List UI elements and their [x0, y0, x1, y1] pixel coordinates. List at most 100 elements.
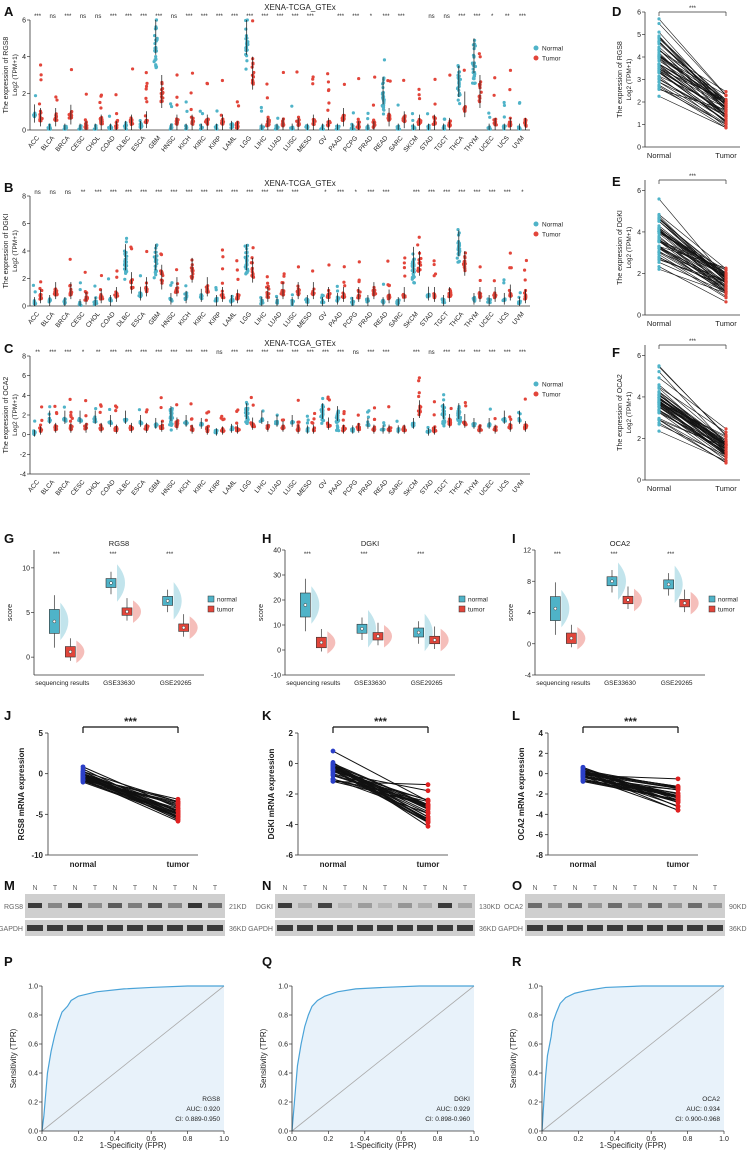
y-tick-label: 5 — [26, 610, 30, 617]
tumor-dot — [99, 404, 103, 408]
normal-violin — [60, 602, 69, 641]
cancer-label: UVM — [511, 311, 526, 327]
normal-dot — [457, 260, 461, 264]
tumor-dot — [432, 262, 436, 267]
normal-dot — [152, 276, 156, 280]
pair-line — [658, 233, 727, 288]
sig-label: *** — [216, 14, 224, 20]
cancer-label: THYM — [463, 311, 480, 330]
paired-xlabel-normal: Normal — [647, 319, 672, 328]
blot-size-label: 130KD — [479, 904, 500, 911]
tumor-dot — [84, 92, 88, 96]
panel-label-r: R — [512, 954, 522, 969]
tumor-dot — [449, 406, 453, 411]
legend-normal-marker — [533, 381, 539, 387]
gapdh-band — [567, 925, 583, 931]
sig-label: *** — [292, 14, 300, 20]
normal-dot — [153, 58, 157, 62]
pair-line — [658, 254, 727, 297]
pair-line — [82, 766, 179, 809]
normal-dot — [48, 405, 52, 409]
pair-line — [658, 227, 727, 281]
normal-dot — [320, 418, 324, 422]
tumor-dot — [313, 411, 317, 416]
normal-point — [80, 774, 86, 780]
tumor-dot — [417, 119, 421, 123]
lane-label: T — [173, 885, 178, 892]
normal-dot — [321, 300, 325, 305]
normal-dot — [93, 284, 97, 288]
y-tick-label: 0.4 — [28, 1071, 38, 1078]
roc-curve — [291, 985, 474, 1132]
normal-dot — [472, 81, 477, 85]
tumor-dot — [250, 266, 254, 270]
sig-label: *** — [504, 190, 512, 196]
tumor-dot — [419, 256, 423, 261]
cancer-label: MESO — [296, 311, 314, 330]
normal-point — [657, 74, 661, 78]
normal-dot — [472, 73, 476, 77]
pair-line — [658, 365, 727, 437]
pair-line — [332, 774, 429, 806]
cancer-label: OV — [318, 134, 330, 146]
y-tick-label: 2 — [637, 436, 641, 443]
pair-line — [658, 397, 727, 450]
x-tick-label: 0.6 — [396, 1136, 406, 1143]
normal-point — [657, 364, 661, 368]
tumor-dot — [70, 416, 74, 420]
tumor-mean — [626, 598, 630, 602]
tumor-dot — [55, 411, 59, 416]
lane-label: N — [72, 885, 77, 892]
geo-xlabel: GSE29265 — [160, 680, 192, 687]
x-tick-label: 0.8 — [183, 1136, 193, 1143]
geo-xlabel: GSE33630 — [354, 680, 386, 687]
x-tick-label: 0.8 — [683, 1136, 693, 1143]
tumor-dot — [356, 124, 360, 129]
normal-dot — [425, 293, 429, 298]
tumor-dot — [433, 77, 437, 81]
normal-dot — [306, 300, 310, 304]
y-tick-label: 5 — [39, 729, 44, 738]
y-tick-label: 2 — [289, 729, 294, 738]
cancer-label: LUAD — [267, 311, 284, 329]
sig-label: *** — [276, 14, 284, 20]
tumor-dot — [297, 420, 301, 424]
normal-dot — [456, 64, 460, 68]
normal-dot — [334, 419, 338, 424]
tumor-dot — [98, 288, 103, 292]
tumor-dot — [266, 284, 270, 288]
normal-dot — [335, 289, 340, 293]
normal-dot — [395, 419, 399, 423]
y-tick-label: 2 — [637, 271, 641, 278]
sig-label: *** — [489, 350, 497, 356]
normal-point — [657, 87, 661, 92]
y-tick-label: 4 — [22, 393, 26, 400]
cancer-label: MESO — [296, 479, 314, 498]
cancer-label: PRAD — [357, 311, 374, 330]
tumor-dot — [84, 298, 89, 302]
sig-label: *** — [186, 190, 194, 196]
protein-band — [48, 903, 62, 908]
tumor-dot — [522, 268, 527, 272]
panel-label-k: K — [262, 708, 272, 723]
y-tick-label: 6 — [637, 353, 641, 360]
tumor-point — [724, 434, 728, 438]
normal-dot — [78, 303, 82, 307]
normal-dot — [382, 58, 387, 62]
tumor-dot — [508, 88, 512, 92]
y-tick-label: 0.8 — [278, 1013, 288, 1020]
tumor-dot — [341, 418, 345, 422]
tumor-dot — [115, 405, 119, 409]
normal-mean — [553, 606, 558, 611]
y-tick-label: 12 — [523, 548, 531, 555]
pair-line — [658, 86, 727, 129]
sig-label: *** — [170, 350, 178, 356]
y-tick-label: 0.2 — [528, 1100, 538, 1107]
sig-label: *** — [246, 190, 254, 196]
y-tick-label: 8 — [527, 579, 531, 586]
tumor-dot — [220, 267, 225, 271]
normal-point — [657, 408, 661, 412]
tumor-dot — [220, 248, 225, 252]
normal-dot — [170, 422, 174, 427]
normal-dot — [124, 257, 128, 261]
